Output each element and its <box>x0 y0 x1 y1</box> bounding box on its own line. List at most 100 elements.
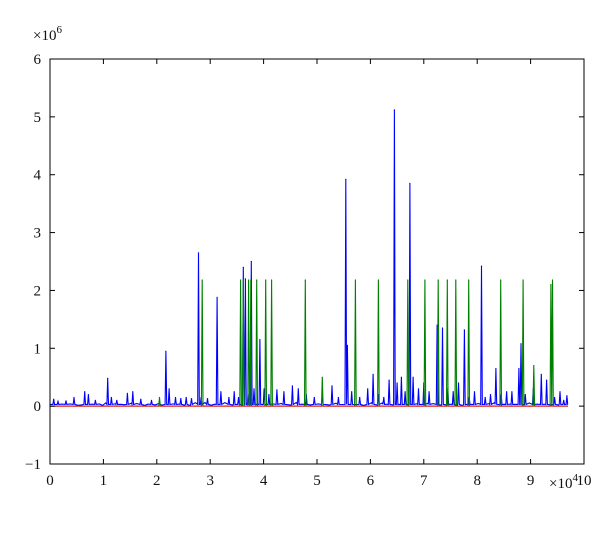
series-1-point-58 <box>404 391 406 393</box>
multiplier-base: ×10 <box>33 28 56 44</box>
series-1-point-51 <box>372 373 374 375</box>
series-1-point-69 <box>463 329 465 331</box>
y-tick-label: 0 <box>34 399 42 415</box>
series-1-point-32 <box>250 260 252 263</box>
series-1-point-4 <box>73 396 75 399</box>
series-1-point-10 <box>116 399 118 401</box>
series-1-point-1 <box>53 398 55 400</box>
series-2-point-12 <box>354 279 356 281</box>
multiplier-exponent: 6 <box>56 24 62 36</box>
series-2-point-15 <box>424 279 426 281</box>
x-tick-label: 4 <box>260 473 268 489</box>
series-1-point-14 <box>150 399 153 401</box>
y-tick-label: 2 <box>34 283 42 299</box>
series-1-point-61 <box>417 388 420 390</box>
series-1-point-63 <box>428 391 430 393</box>
series-1-point-27 <box>233 391 235 393</box>
series-1-point-16 <box>168 388 170 390</box>
y-tick-label: 3 <box>34 226 42 242</box>
x-tick-label: 2 <box>153 473 161 489</box>
series-2-point-22 <box>533 365 535 367</box>
x-tick-label: 6 <box>367 473 375 489</box>
series-2-point-9 <box>271 279 273 281</box>
series-1-point-42 <box>313 396 315 399</box>
series-1-point-79 <box>518 367 520 370</box>
series-1-point-55 <box>393 109 395 111</box>
series-1-point-87 <box>563 399 565 401</box>
series-1-point-30 <box>244 278 246 280</box>
x-tick-label: 0 <box>46 473 54 489</box>
series-1-point-34 <box>259 339 261 341</box>
series-1-point-49 <box>359 396 361 399</box>
series-2-point-23 <box>550 284 552 286</box>
chart-marks <box>50 109 569 407</box>
series-2-point-11 <box>321 376 323 378</box>
multiplier-base: ×10 <box>549 476 572 492</box>
series-1-point-21 <box>197 252 200 254</box>
x-axis-multiplier: ×104 <box>549 472 578 492</box>
series-1-point-24 <box>216 296 218 298</box>
series-1-point-56 <box>396 382 398 384</box>
series-1-point-47 <box>346 344 348 346</box>
series-1-point-73 <box>484 396 486 399</box>
series-1-point-68 <box>457 382 460 384</box>
series-1-point-65 <box>441 327 444 329</box>
series-1-point-9 <box>110 396 112 399</box>
series-1-point-39 <box>291 385 293 387</box>
series-1-point-15 <box>165 350 167 352</box>
series-1-point-28 <box>237 396 240 399</box>
series-1-line <box>50 109 569 407</box>
series-1-point-6 <box>87 394 89 396</box>
series-1-point-45 <box>337 396 339 399</box>
series-1-point-20 <box>190 398 193 400</box>
series-1-point-37 <box>276 389 278 391</box>
series-1-point-44 <box>331 385 333 387</box>
series-2-point-2 <box>201 279 203 281</box>
y-tick-label: 6 <box>34 52 42 68</box>
series-1-point-13 <box>140 398 142 400</box>
series-1-point-85 <box>554 396 556 399</box>
series-2-point-3 <box>240 279 242 281</box>
series-1-point-77 <box>506 391 508 393</box>
series-1-point-33 <box>253 388 255 390</box>
series-1-point-53 <box>383 396 385 399</box>
series-2-point-7 <box>256 279 258 281</box>
series-1-point-29 <box>242 266 244 268</box>
series-1-point-5 <box>84 391 86 393</box>
series-2-point-1 <box>158 396 161 399</box>
series-1-point-11 <box>126 392 128 394</box>
series-1-point-78 <box>511 391 513 393</box>
series-1-point-7 <box>94 399 96 401</box>
series-2-point-13 <box>377 279 379 281</box>
x-tick-label: 5 <box>313 473 321 489</box>
series-2-point-21 <box>522 279 524 281</box>
series-1-point-25 <box>220 391 222 393</box>
series-1-point-36 <box>268 394 270 396</box>
series-1-point-38 <box>283 391 285 393</box>
series-1-point-84 <box>546 379 548 381</box>
series-1-point-57 <box>400 376 402 378</box>
series-1-point-86 <box>559 391 561 393</box>
x-tick-label: 9 <box>527 473 535 489</box>
series-2-point-8 <box>265 279 267 281</box>
series-1-point-75 <box>495 367 497 370</box>
series-1-point-40 <box>297 388 299 390</box>
series-1-point-80 <box>520 343 522 345</box>
x-tick-label: 3 <box>206 473 214 489</box>
series-1-point-81 <box>524 394 526 396</box>
y-axis-multiplier: ×106 <box>33 24 62 44</box>
series-1-point-18 <box>180 398 182 400</box>
series-2-point-19 <box>468 279 470 281</box>
series-1 <box>50 109 569 407</box>
series-2-point-14 <box>407 279 409 281</box>
series-1-point-48 <box>351 391 353 393</box>
series-2-point-16 <box>437 279 439 281</box>
series-1-point-26 <box>228 396 230 399</box>
x-tick-label: 8 <box>473 473 481 489</box>
series-1-point-67 <box>452 391 454 393</box>
series-1-point-23 <box>206 398 209 400</box>
series-1-point-60 <box>412 376 414 378</box>
series-1-point-83 <box>540 373 542 375</box>
series-1-point-3 <box>65 400 67 402</box>
